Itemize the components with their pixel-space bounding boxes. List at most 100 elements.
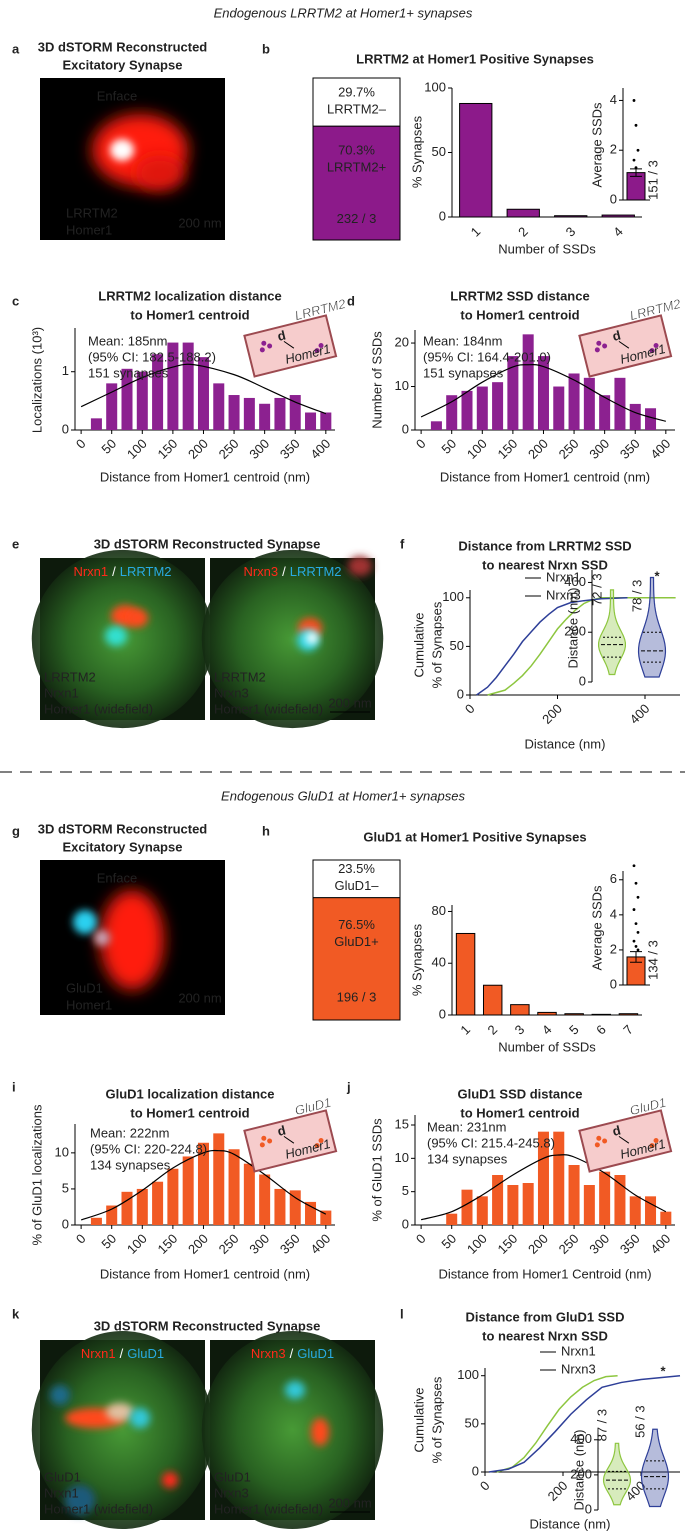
y-axis-label: % Synapses — [409, 115, 424, 188]
bar — [459, 102, 493, 218]
bar — [106, 1205, 118, 1225]
fit-curve — [80, 1149, 327, 1221]
bar — [213, 1133, 225, 1225]
blob — [130, 1408, 150, 1428]
bar — [243, 397, 255, 430]
data-point — [632, 908, 636, 911]
panel-letter: e — [12, 536, 19, 551]
y-axis-label: % of Synapses — [429, 1376, 444, 1463]
y-tick-label: 1 — [62, 363, 69, 378]
y-tick-label: 0 — [62, 1216, 69, 1231]
heading-part: GluD1 — [297, 1346, 334, 1361]
bar — [455, 932, 476, 1016]
chart-title: LRRTM2 localization distance — [98, 288, 281, 303]
y-axis-label: Average SSDs — [589, 885, 604, 971]
bar — [289, 395, 301, 430]
y-axis-label: Number of SSDs — [369, 331, 384, 429]
violin-body — [602, 1442, 632, 1506]
chart-title: Distance from LRRTM2 SSD — [458, 538, 631, 553]
y-tick-label: 50 — [465, 1415, 479, 1430]
data-point — [632, 99, 636, 102]
bar — [446, 1213, 458, 1225]
annotation: (95% CI: 220-224.8) — [90, 1141, 207, 1156]
bar — [568, 1165, 580, 1225]
blob — [311, 1418, 329, 1446]
schematic-dot — [259, 1142, 265, 1148]
bar — [568, 373, 580, 430]
n-label: 134 / 3 — [645, 940, 660, 980]
x-tick-label: 6 — [593, 1022, 609, 1038]
x-tick-label: 2 — [485, 1022, 501, 1038]
y-tick-label: 5 — [62, 1180, 69, 1195]
heading-part: GluD1 — [127, 1346, 164, 1361]
schematic-dot — [653, 343, 659, 349]
y-tick-label: 50 — [432, 144, 446, 159]
section-title: Endogenous LRRTM2 at Homer1+ synapses — [214, 5, 473, 20]
x-tick-label: 0 — [462, 701, 478, 717]
chart-title: to Homer1 centroid — [460, 307, 579, 322]
chart-title: to Homer1 centroid — [460, 1105, 579, 1120]
schematic-dot — [594, 1142, 600, 1148]
schematic-dot — [314, 1143, 320, 1149]
bar — [152, 354, 164, 430]
x-tick-label: 7 — [620, 1022, 636, 1038]
x-tick-label: 100 — [124, 436, 150, 462]
schematic-label: d — [276, 327, 287, 343]
blob — [135, 155, 185, 191]
legend-label: Nrxn3 — [546, 587, 581, 602]
channel-label: LRRTM2 — [66, 205, 118, 220]
x-tick-label: 300 — [246, 1231, 272, 1257]
bar — [152, 1181, 164, 1225]
x-axis-label: Distance from Homer1 Centroid (nm) — [438, 1266, 651, 1281]
schematic-dot — [602, 343, 608, 349]
x-axis-label: Number of SSDs — [498, 241, 596, 256]
scale-label: 200 nm — [328, 695, 371, 710]
schematic-label: d — [276, 1122, 287, 1138]
y-tick-label: 20 — [395, 334, 409, 349]
bar — [599, 395, 611, 430]
heading-part: / — [112, 564, 116, 579]
bar — [599, 1171, 611, 1225]
schematic-dot — [261, 1135, 267, 1141]
tile-heading: Nrxn3 /GluD1 — [251, 1346, 334, 1361]
bar — [618, 1013, 639, 1016]
bar — [553, 386, 565, 430]
data-point — [636, 930, 640, 934]
x-tick-label: 200 — [525, 1231, 551, 1257]
x-axis-label: Distance from Homer1 centroid (nm) — [100, 1266, 310, 1281]
bar — [228, 1149, 240, 1225]
cdf-line — [488, 1374, 681, 1473]
x-tick-label: 250 — [556, 436, 582, 462]
view-label: Enface — [97, 870, 137, 885]
annotation: 151 synapses — [88, 365, 169, 380]
x-tick-label: 100 — [464, 1231, 490, 1257]
bar — [446, 395, 458, 430]
x-tick-label: 400 — [307, 1231, 333, 1257]
y-tick-label: 10 — [395, 1150, 409, 1165]
x-tick-label: 100 — [464, 436, 490, 462]
annotation: (95% CI: 215.4-245.8) — [427, 1135, 555, 1150]
schematic-dot — [259, 347, 265, 353]
bar — [645, 408, 657, 430]
blob — [306, 632, 318, 644]
schematic-label: d — [611, 327, 622, 343]
annotation: (95% CI: 182.5-188.2) — [88, 349, 216, 364]
segment-value: 23.5% — [338, 861, 375, 876]
chart-title: GluD1 at Homer1 Positive Synapses — [363, 829, 586, 844]
data-point — [634, 922, 638, 926]
x-axis-label: Number of SSDs — [498, 1039, 596, 1054]
y-tick-label: 400 — [570, 1431, 592, 1446]
bar — [320, 1210, 332, 1225]
bar — [289, 1190, 301, 1225]
x-tick-label: 200 — [525, 436, 551, 462]
blob — [162, 1472, 178, 1488]
y-axis-label: Cumulative — [411, 1387, 426, 1452]
x-tick-label: 300 — [586, 1231, 612, 1257]
bar — [476, 1196, 488, 1225]
bar — [583, 377, 595, 430]
x-axis-label: Distance from Homer1 centroid (nm) — [440, 469, 650, 484]
x-axis-label: Distance (nm) — [525, 736, 606, 751]
violin-body — [640, 1428, 670, 1508]
y-axis-label: % of GluD1 localizations — [29, 1104, 44, 1245]
x-tick-label: 2 — [515, 224, 531, 240]
